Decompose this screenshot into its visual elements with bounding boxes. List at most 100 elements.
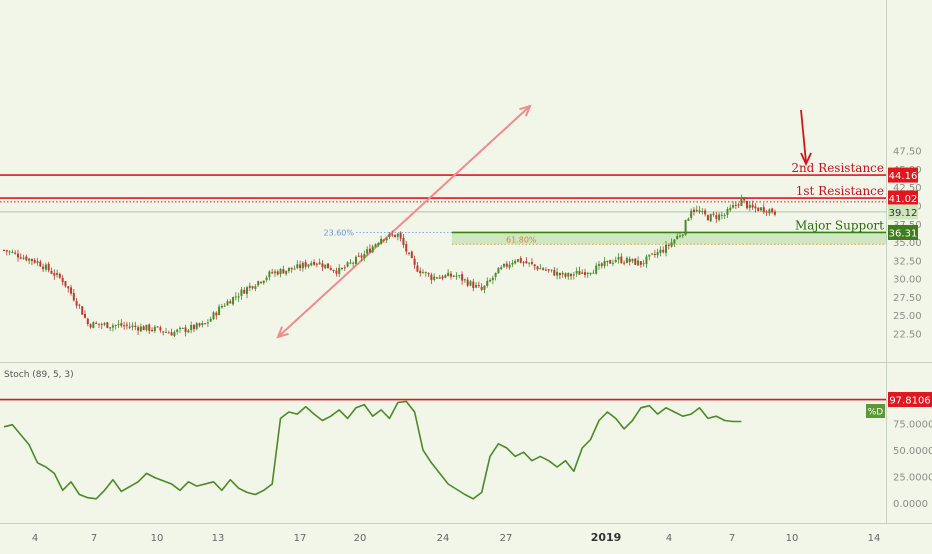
- candle-body[interactable]: [271, 272, 274, 274]
- candle-body[interactable]: [3, 249, 5, 251]
- candle-body[interactable]: [243, 289, 246, 294]
- candle-body[interactable]: [391, 234, 394, 236]
- candle-body[interactable]: [14, 252, 17, 254]
- candle-body[interactable]: [617, 257, 620, 260]
- candle-body[interactable]: [522, 262, 525, 264]
- candle-body[interactable]: [762, 207, 765, 213]
- candle-body[interactable]: [190, 325, 193, 331]
- candle-body[interactable]: [318, 262, 321, 265]
- candle-body[interactable]: [142, 326, 145, 331]
- candle-body[interactable]: [603, 261, 606, 267]
- candle-body[interactable]: [637, 260, 640, 266]
- candle-body[interactable]: [262, 280, 265, 284]
- candle-body[interactable]: [176, 329, 179, 332]
- candle-body[interactable]: [95, 323, 98, 325]
- candle-body[interactable]: [30, 258, 33, 261]
- candle-body[interactable]: [114, 325, 117, 327]
- candle-body[interactable]: [8, 251, 11, 253]
- candle-body[interactable]: [648, 254, 651, 257]
- candle-body[interactable]: [64, 281, 67, 287]
- candle-body[interactable]: [366, 249, 369, 254]
- candle-body[interactable]: [726, 209, 729, 215]
- candle-body[interactable]: [173, 331, 176, 336]
- candle-body[interactable]: [670, 242, 673, 247]
- candle-body[interactable]: [662, 249, 665, 253]
- candle-body[interactable]: [606, 260, 609, 263]
- candle-body[interactable]: [187, 330, 190, 333]
- candle-body[interactable]: [416, 265, 419, 272]
- candle-body[interactable]: [346, 262, 349, 267]
- candle-body[interactable]: [581, 272, 584, 274]
- candle-body[interactable]: [139, 326, 142, 332]
- candle-body[interactable]: [117, 324, 120, 326]
- candle-body[interactable]: [634, 258, 637, 265]
- candle-body[interactable]: [212, 312, 215, 320]
- candle-body[interactable]: [486, 280, 489, 286]
- candle-body[interactable]: [706, 215, 709, 221]
- candle-body[interactable]: [678, 235, 681, 237]
- candle-body[interactable]: [765, 211, 768, 213]
- candle-body[interactable]: [343, 267, 346, 269]
- candle-body[interactable]: [265, 277, 268, 281]
- candle-body[interactable]: [447, 272, 450, 277]
- candle-body[interactable]: [296, 264, 299, 269]
- candle-body[interactable]: [148, 324, 151, 331]
- candle-body[interactable]: [220, 305, 223, 308]
- candle-body[interactable]: [768, 209, 771, 214]
- candle-body[interactable]: [75, 301, 78, 306]
- candle-body[interactable]: [385, 237, 388, 241]
- candle-body[interactable]: [156, 326, 159, 328]
- candle-body[interactable]: [737, 204, 740, 206]
- candle-body[interactable]: [19, 257, 22, 259]
- candle-body[interactable]: [757, 207, 760, 212]
- candle-body[interactable]: [690, 210, 693, 218]
- candle-body[interactable]: [667, 244, 670, 246]
- candle-body[interactable]: [181, 327, 184, 329]
- candle-body[interactable]: [89, 324, 92, 328]
- candle-body[interactable]: [773, 211, 776, 215]
- candle-body[interactable]: [226, 301, 229, 306]
- candle-body[interactable]: [338, 268, 341, 275]
- candle-body[interactable]: [268, 271, 271, 278]
- candle-body[interactable]: [469, 281, 472, 286]
- candle-body[interactable]: [444, 275, 447, 278]
- candle-body[interactable]: [480, 286, 483, 290]
- candle-body[interactable]: [653, 253, 656, 255]
- candle-body[interactable]: [542, 268, 545, 270]
- candle-body[interactable]: [748, 204, 751, 208]
- candle-body[interactable]: [536, 266, 539, 270]
- candle-body[interactable]: [251, 286, 254, 289]
- candle-body[interactable]: [25, 256, 28, 261]
- candle-body[interactable]: [759, 207, 762, 211]
- candle-body[interactable]: [170, 332, 173, 336]
- candle-body[interactable]: [438, 277, 441, 279]
- candle-body[interactable]: [410, 251, 413, 259]
- candle-body[interactable]: [564, 273, 567, 277]
- candle-body[interactable]: [159, 327, 162, 331]
- candle-body[interactable]: [382, 239, 385, 241]
- candle-body[interactable]: [743, 197, 746, 201]
- candle-body[interactable]: [279, 269, 282, 275]
- candle-body[interactable]: [248, 285, 251, 288]
- candle-body[interactable]: [153, 326, 156, 331]
- candle-body[interactable]: [751, 204, 754, 208]
- candle-body[interactable]: [321, 263, 324, 268]
- candle-body[interactable]: [374, 244, 377, 247]
- candle-body[interactable]: [357, 255, 360, 257]
- candle-body[interactable]: [16, 253, 19, 258]
- candle-body[interactable]: [332, 269, 335, 271]
- candle-body[interactable]: [293, 268, 296, 270]
- candle-body[interactable]: [754, 206, 757, 209]
- candle-body[interactable]: [209, 318, 212, 322]
- candle-body[interactable]: [324, 264, 327, 269]
- candle-body[interactable]: [408, 252, 411, 254]
- candle-body[interactable]: [558, 272, 561, 276]
- candle-body[interactable]: [497, 267, 500, 274]
- candle-body[interactable]: [310, 263, 313, 266]
- candle-body[interactable]: [511, 262, 514, 265]
- candle-body[interactable]: [547, 269, 550, 271]
- candle-body[interactable]: [723, 215, 726, 217]
- candle-body[interactable]: [371, 246, 374, 253]
- candle-body[interactable]: [597, 264, 600, 266]
- candle-body[interactable]: [42, 266, 45, 270]
